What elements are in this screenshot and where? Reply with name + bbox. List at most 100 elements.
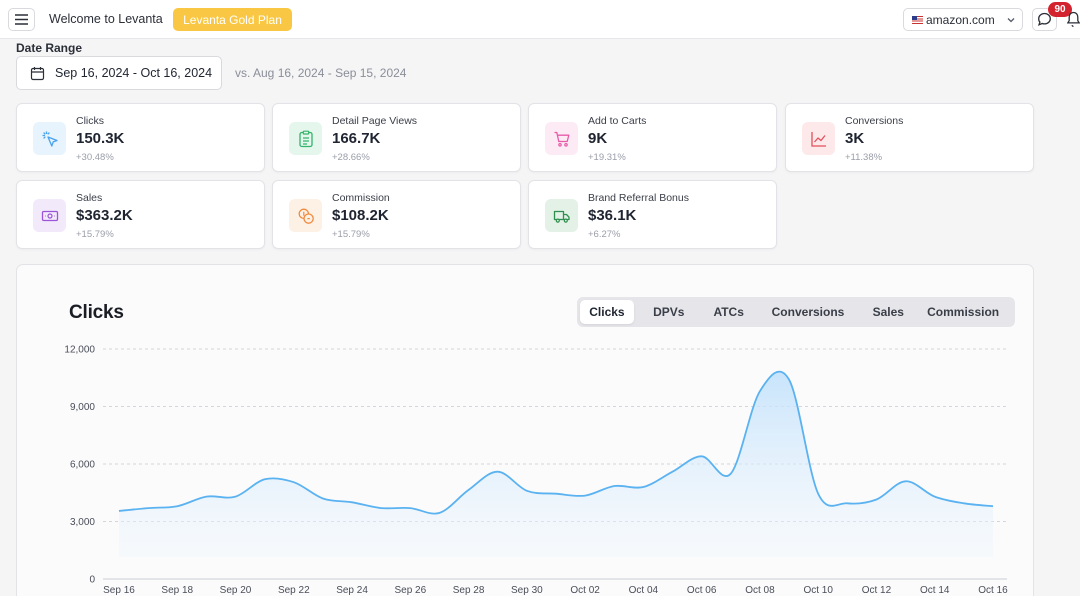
stat-label: Commission <box>332 192 390 204</box>
x-tick-label: Oct 02 <box>570 585 600 596</box>
clipboard-list-icon <box>289 122 322 155</box>
x-tick-label: Sep 16 <box>103 585 135 596</box>
tab-atcs[interactable]: ATCs <box>713 305 744 319</box>
y-tick-label: 0 <box>89 575 95 586</box>
stat-card-detail-page-views[interactable]: Detail Page Views 166.7K +28.66% <box>272 103 521 172</box>
data-point-sep-30[interactable] <box>521 485 533 497</box>
data-point-oct-02[interactable] <box>579 490 591 502</box>
chat-bubble-icon <box>1037 12 1051 26</box>
data-point-oct-16[interactable] <box>987 500 999 512</box>
marketplace-value: amazon.com <box>926 12 995 27</box>
stat-card-brand-referral-bonus[interactable]: Brand Referral Bonus $36.1K +6.27% <box>528 180 777 249</box>
chart-title: Clicks <box>69 302 124 323</box>
tab-sales[interactable]: Sales <box>872 305 904 319</box>
chevron-down-icon <box>1007 18 1015 23</box>
data-point-sep-28[interactable] <box>463 484 475 496</box>
date-range-picker[interactable]: Sep 16, 2024 - Oct 16, 2024 <box>16 56 222 90</box>
data-point-sep-22[interactable] <box>288 476 300 488</box>
stat-label: Brand Referral Bonus <box>588 192 689 204</box>
data-point-oct-04[interactable] <box>637 481 649 493</box>
stat-label: Clicks <box>76 115 104 127</box>
top-bar: Welcome to Levanta Levanta Gold Plan ama… <box>0 0 1080 39</box>
x-tick-label: Oct 08 <box>745 585 775 596</box>
comparison-range: vs. Aug 16, 2024 - Sep 15, 2024 <box>235 66 407 80</box>
trend-chart-icon <box>802 122 835 155</box>
data-point-sep-29[interactable] <box>492 466 504 478</box>
date-range-label: Date Range <box>16 41 83 55</box>
bell-icon[interactable] <box>1067 11 1080 28</box>
banknote-icon <box>33 199 66 232</box>
stat-label: Conversions <box>845 115 904 127</box>
stat-change: +15.79% <box>332 229 370 240</box>
stat-label: Detail Page Views <box>332 115 418 127</box>
stat-value: $36.1K <box>588 207 637 224</box>
data-point-sep-17[interactable] <box>142 502 154 514</box>
stat-value: 166.7K <box>332 130 381 147</box>
truck-icon <box>545 199 578 232</box>
welcome-text: Welcome to Levanta <box>49 12 163 26</box>
data-point-oct-09[interactable] <box>783 374 795 386</box>
data-point-oct-14[interactable] <box>929 491 941 503</box>
marketplace-select[interactable]: amazon.com <box>903 8 1023 31</box>
x-tick-label: Sep 30 <box>511 585 543 596</box>
x-tick-label: Oct 06 <box>687 585 717 596</box>
x-tick-label: Sep 26 <box>394 585 426 596</box>
y-tick-label: 12,000 <box>64 345 95 356</box>
calendar-icon <box>30 66 45 80</box>
data-point-oct-13[interactable] <box>900 475 912 487</box>
tab-dpvs[interactable]: DPVs <box>653 305 685 319</box>
data-point-sep-25[interactable] <box>375 502 387 514</box>
data-point-oct-15[interactable] <box>958 497 970 509</box>
data-point-sep-16[interactable] <box>113 505 125 517</box>
tab-commission[interactable]: Commission <box>927 305 1000 319</box>
data-point-oct-11[interactable] <box>841 497 853 509</box>
stat-value: 3K <box>845 130 865 147</box>
y-tick-label: 6,000 <box>70 460 95 471</box>
tab-clicks[interactable]: Clicks <box>580 300 634 324</box>
data-point-sep-23[interactable] <box>317 493 329 505</box>
menu-button[interactable] <box>8 8 35 31</box>
data-point-sep-20[interactable] <box>230 491 242 503</box>
data-point-oct-06[interactable] <box>696 450 708 462</box>
stat-change: +28.66% <box>332 152 370 163</box>
cart-icon <box>545 122 578 155</box>
us-flag-icon <box>912 15 923 24</box>
chart-panel: Clicks Clicks DPVs ATCs Conversions Sale… <box>16 264 1034 596</box>
notification-count-badge: 90 <box>1048 2 1072 17</box>
stat-change: +11.38% <box>845 152 883 163</box>
stat-card-commission[interactable]: Commission $108.2K +15.79% <box>272 180 521 249</box>
stat-change: +6.27% <box>588 229 621 240</box>
data-point-oct-10[interactable] <box>812 488 824 500</box>
plan-badge[interactable]: Levanta Gold Plan <box>173 8 292 31</box>
stat-card-sales[interactable]: Sales $363.2K +15.79% <box>16 180 265 249</box>
x-tick-label: Sep 18 <box>161 585 193 596</box>
data-point-sep-24[interactable] <box>346 496 358 508</box>
x-tick-label: Sep 22 <box>278 585 310 596</box>
data-point-sep-27[interactable] <box>433 507 445 519</box>
data-point-oct-07[interactable] <box>725 468 737 480</box>
data-point-sep-18[interactable] <box>171 500 183 512</box>
stat-value: $363.2K <box>76 207 133 224</box>
stat-card-add-to-carts[interactable]: Add to Carts 9K +19.31% <box>528 103 777 172</box>
x-tick-label: Sep 28 <box>453 585 485 596</box>
data-point-sep-26[interactable] <box>404 502 416 514</box>
stat-card-conversions[interactable]: Conversions 3K +11.38% <box>785 103 1034 172</box>
tab-conversions[interactable]: Conversions <box>771 305 845 319</box>
stat-value: 150.3K <box>76 130 125 147</box>
data-point-oct-08[interactable] <box>754 385 766 397</box>
data-point-oct-01[interactable] <box>550 488 562 500</box>
clicks-area-fill <box>119 371 993 557</box>
data-point-sep-21[interactable] <box>259 473 271 485</box>
data-point-oct-12[interactable] <box>870 493 882 505</box>
stat-value: 9K <box>588 130 608 147</box>
data-point-oct-03[interactable] <box>608 480 620 492</box>
y-tick-label: 9,000 <box>70 402 95 413</box>
stat-value: $108.2K <box>332 207 389 224</box>
x-tick-label: Oct 16 <box>978 585 1008 596</box>
data-point-sep-19[interactable] <box>200 491 212 503</box>
data-point-oct-05[interactable] <box>667 466 679 478</box>
stat-card-clicks[interactable]: Clicks 150.3K +30.48% <box>16 103 265 172</box>
x-tick-label: Oct 04 <box>629 585 659 596</box>
x-tick-label: Oct 10 <box>803 585 833 596</box>
y-tick-label: 3,000 <box>70 517 95 528</box>
